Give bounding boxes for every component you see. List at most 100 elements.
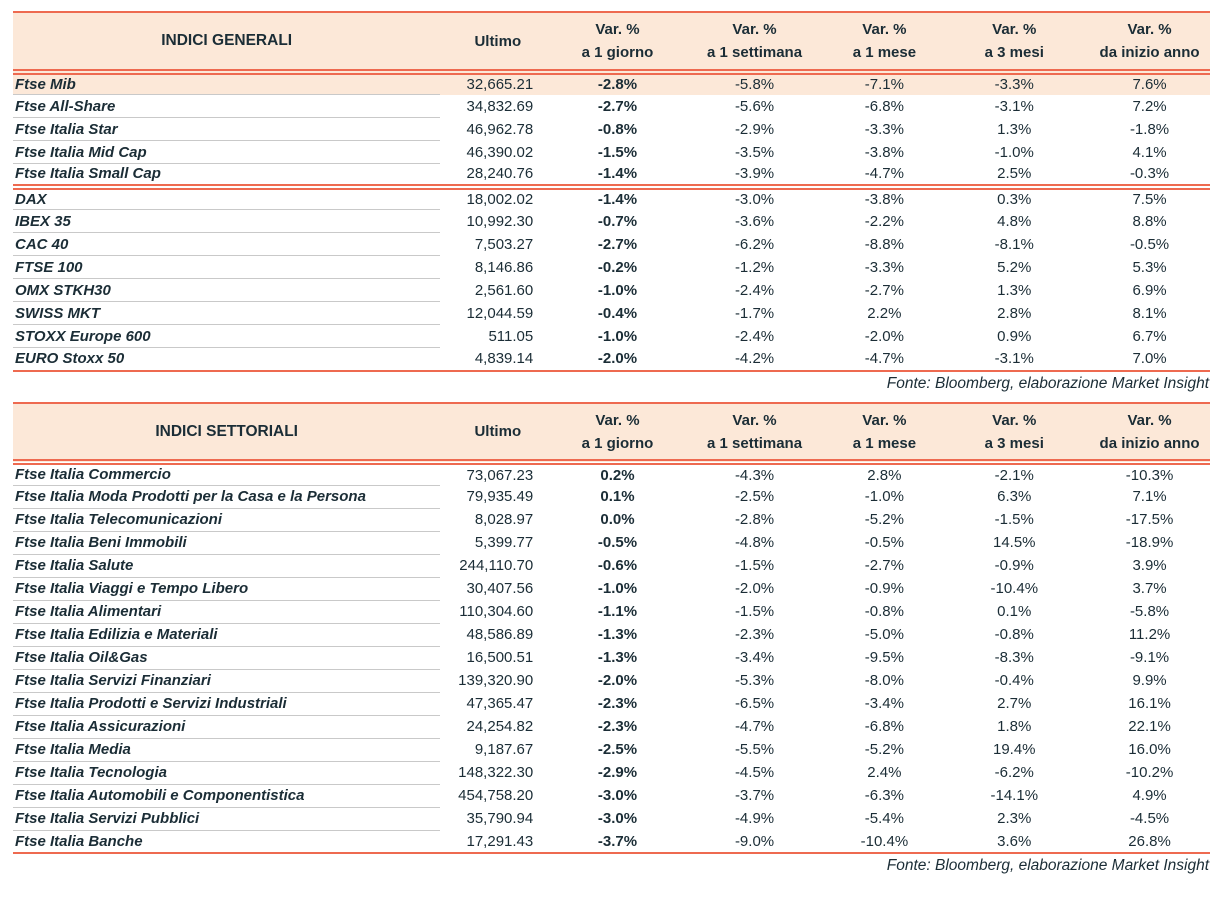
var-value: -2.0%: [864, 327, 904, 345]
index-name: Ftse Italia Mid Cap: [13, 140, 441, 164]
table-row: Ftse Italia Assicurazioni 24,254.82 -2.3% -…: [13, 715, 1210, 739]
table-row: Ftse Italia Moda Prodotti per la Casa e …: [13, 485, 1210, 509]
index-name: IBEX 35: [13, 209, 441, 233]
var-value: -3.1%: [994, 350, 1034, 367]
var-value: -3.3%: [864, 120, 904, 138]
column-header-var-1-settimana: Var. % a 1 settimana: [679, 402, 830, 465]
var-value: -0.4%: [994, 672, 1034, 689]
var-value: -2.7%: [864, 557, 904, 574]
var-value: 6.3%: [997, 488, 1032, 505]
var-value: 0.1%: [997, 603, 1032, 620]
indici-settoriali-body: Ftse Italia Commercio 73,067.23 0.2% -4.3% 2…: [13, 462, 1210, 853]
index-name: Ftse Italia Edilizia e Materiali: [13, 623, 441, 647]
table-row: Ftse Italia Oil&Gas 16,500.51 -1.3% -3.4% -9…: [13, 646, 1210, 670]
var-sublabel: a 3 mesi: [984, 434, 1044, 452]
var-value: -6.3%: [864, 787, 904, 804]
index-name: Ftse Italia Commercio: [13, 462, 441, 486]
var-value: 3.7%: [1132, 580, 1167, 597]
table-row: Ftse Italia Media 9,187.67 -2.5% -5.5% -5.2%…: [13, 738, 1210, 762]
var-value: -6.2%: [734, 235, 775, 253]
var-sublabel: a 1 giorno: [581, 44, 654, 62]
var-value: 2.7%: [997, 695, 1032, 712]
var-value: -6.8%: [864, 97, 904, 115]
var-value: -0.3%: [1089, 163, 1210, 190]
ultimo-value: 110,304.60: [459, 603, 534, 620]
var-value: -3.8%: [864, 143, 904, 161]
var-value: 0.3%: [997, 191, 1032, 208]
index-name: Ftse Italia Banche: [15, 832, 143, 850]
index-name: CAC 40: [13, 232, 441, 256]
indici-generali-body: Ftse Mib 32,665.21 -2.8% -5.8% -7.1% -3.3% 7.6…: [13, 71, 1210, 371]
var-value: -1.8%: [1129, 120, 1170, 138]
ultimo-value: 2,561.60: [474, 281, 534, 299]
var-value: -2.9%: [597, 764, 638, 781]
var-value: -17.5%: [1125, 511, 1174, 528]
var-label: Var. %: [862, 21, 907, 38]
table-row: Ftse Italia Servizi Finanziari 139,320.90…: [13, 669, 1210, 693]
var-value: 8.1%: [1132, 304, 1167, 322]
var-value: -5.0%: [864, 626, 904, 643]
index-name: Ftse Mib: [13, 71, 441, 95]
column-header-var-1-giorno: Var. % a 1 giorno: [555, 12, 680, 75]
var-value: 2.2%: [867, 304, 902, 322]
var-value: -14.1%: [990, 787, 1039, 804]
ultimo-value: 17,291.43: [466, 832, 534, 850]
var-value: -1.0%: [597, 281, 638, 299]
indici-settoriali-table: INDICI SETTORIALI Ultimo Var. % a 1 gior…: [13, 401, 1210, 854]
var-value: -3.0%: [597, 787, 638, 804]
var-value: -5.3%: [734, 672, 775, 689]
index-name: SWISS MKT: [13, 301, 441, 325]
indici-generali-table: INDICI GENERALI Ultimo Var. % a 1 giorno…: [13, 11, 1210, 372]
var-value: -6.5%: [734, 695, 775, 712]
var-value: 5.3%: [1132, 258, 1167, 276]
table-row: Ftse Italia Beni Immobili 5,399.77 -0.5% -4…: [13, 531, 1210, 555]
var-value: 9.9%: [1132, 672, 1167, 689]
table-row: Ftse Italia Banche 17,291.43 -3.7% -9.0% -10…: [13, 830, 1210, 853]
var-value: -5.2%: [864, 741, 904, 758]
table-row: CAC 40 7,503.27 -2.7% -6.2% -8.8% -8.1% -0.5%: [13, 232, 1210, 256]
var-value: -4.5%: [1129, 810, 1170, 827]
var-value: 1.3%: [997, 120, 1032, 138]
var-value: -2.0%: [734, 580, 775, 597]
var-value: 5.2%: [997, 258, 1032, 276]
table-row: Ftse Italia Tecnologia 148,322.30 -2.9% -4.…: [13, 761, 1210, 785]
var-value: 0.9%: [997, 327, 1032, 345]
ultimo-value: 18,002.02: [466, 191, 534, 208]
table-title: INDICI GENERALI: [13, 12, 441, 75]
var-value: 3.6%: [997, 832, 1032, 850]
var-value: -1.4%: [555, 163, 680, 190]
var-value: -1.0%: [994, 143, 1034, 161]
table-row: Ftse Italia Alimentari 110,304.60 -1.1% -1.…: [13, 600, 1210, 624]
var-value: -2.4%: [734, 281, 775, 299]
index-name: Ftse Italia Oil&Gas: [13, 646, 441, 670]
var-value: -0.7%: [597, 212, 638, 230]
var-value: -8.1%: [994, 235, 1034, 253]
table-row: DAX 18,002.02 -1.4% -3.0% -3.8% 0.3% 7.5%: [13, 186, 1210, 210]
table-row: Ftse Italia Salute 244,110.70 -0.6% -1.5% -2…: [13, 554, 1210, 578]
index-name: Ftse Italia Servizi Pubblici: [13, 807, 441, 831]
ultimo-value: 10,992.30: [466, 212, 534, 230]
table-row: Ftse Italia Mid Cap 46,390.02 -1.5% -3.5% -3…: [13, 140, 1210, 164]
index-name: DAX: [13, 186, 441, 210]
var-value: -7.1%: [864, 76, 904, 93]
var-value: -3.6%: [734, 212, 775, 230]
var-label: Var. %: [862, 411, 907, 429]
column-header-var-1-giorno: Var. % a 1 giorno: [555, 402, 680, 465]
ultimo-value: 47,365.47: [466, 695, 534, 712]
ultimo-value: 511.05: [488, 327, 534, 345]
ultimo-value: 8,146.86: [474, 258, 534, 276]
var-value: 0.2%: [600, 466, 635, 484]
ultimo-value: 46,390.02: [466, 143, 534, 161]
var-value: -1.0%: [597, 580, 638, 597]
var-value: -4.2%: [734, 350, 775, 367]
column-header-var-3-mesi: Var. % a 3 mesi: [939, 402, 1090, 465]
var-value: 14.5%: [992, 534, 1036, 551]
source-note: Fonte: Bloomberg, elaborazione Market In…: [886, 374, 1209, 392]
source-note: Fonte: Bloomberg, elaborazione Market In…: [886, 857, 1209, 874]
var-value: -1.1%: [597, 603, 638, 620]
var-value: -2.5%: [734, 488, 775, 505]
var-value: -0.8%: [864, 603, 904, 620]
var-label: Var. %: [1127, 411, 1172, 429]
var-value: -18.9%: [1125, 534, 1174, 551]
ultimo-value: 32,665.21: [466, 76, 534, 93]
